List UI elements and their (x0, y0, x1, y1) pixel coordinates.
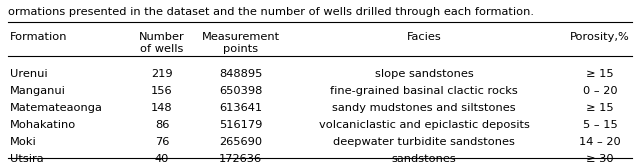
Text: ≥ 30: ≥ 30 (586, 154, 614, 164)
Text: 5 – 15: 5 – 15 (582, 120, 618, 130)
Text: Measurement: Measurement (202, 32, 280, 42)
Text: Porosity,%: Porosity,% (570, 32, 630, 42)
Text: Number: Number (139, 32, 185, 42)
Text: 86: 86 (155, 120, 169, 130)
Text: 148: 148 (151, 103, 173, 113)
Text: volcaniclastic and epiclastic deposits: volcaniclastic and epiclastic deposits (319, 120, 529, 130)
Text: Formation: Formation (10, 32, 67, 42)
Text: Mohakatino: Mohakatino (10, 120, 76, 130)
Text: Facies: Facies (406, 32, 442, 42)
Text: 14 – 20: 14 – 20 (579, 137, 621, 147)
Text: Urenui: Urenui (10, 69, 47, 79)
Text: slope sandstones: slope sandstones (374, 69, 474, 79)
Text: 172636: 172636 (219, 154, 262, 164)
Text: 613641: 613641 (219, 103, 262, 113)
Text: ormations presented in the dataset and the number of wells drilled through each : ormations presented in the dataset and t… (8, 7, 534, 17)
Text: 265690: 265690 (219, 137, 262, 147)
Text: sandstones: sandstones (392, 154, 456, 164)
Text: Moki: Moki (10, 137, 36, 147)
Text: 0 – 20: 0 – 20 (582, 86, 618, 96)
Text: fine-grained basinal clactic rocks: fine-grained basinal clactic rocks (330, 86, 518, 96)
Text: Matemateaonga: Matemateaonga (10, 103, 103, 113)
Text: Utsira: Utsira (10, 154, 44, 164)
Text: ≥ 15: ≥ 15 (586, 69, 614, 79)
Text: 40: 40 (155, 154, 169, 164)
Text: 848895: 848895 (219, 69, 262, 79)
Text: points: points (223, 44, 258, 54)
Text: sandy mudstones and siltstones: sandy mudstones and siltstones (332, 103, 516, 113)
Text: 650398: 650398 (219, 86, 262, 96)
Text: 76: 76 (155, 137, 169, 147)
Text: deepwater turbidite sandstones: deepwater turbidite sandstones (333, 137, 515, 147)
Text: Manganui: Manganui (10, 86, 66, 96)
Text: 219: 219 (151, 69, 173, 79)
Text: ≥ 15: ≥ 15 (586, 103, 614, 113)
Text: 516179: 516179 (219, 120, 262, 130)
Text: 156: 156 (151, 86, 173, 96)
Text: of wells: of wells (140, 44, 184, 54)
